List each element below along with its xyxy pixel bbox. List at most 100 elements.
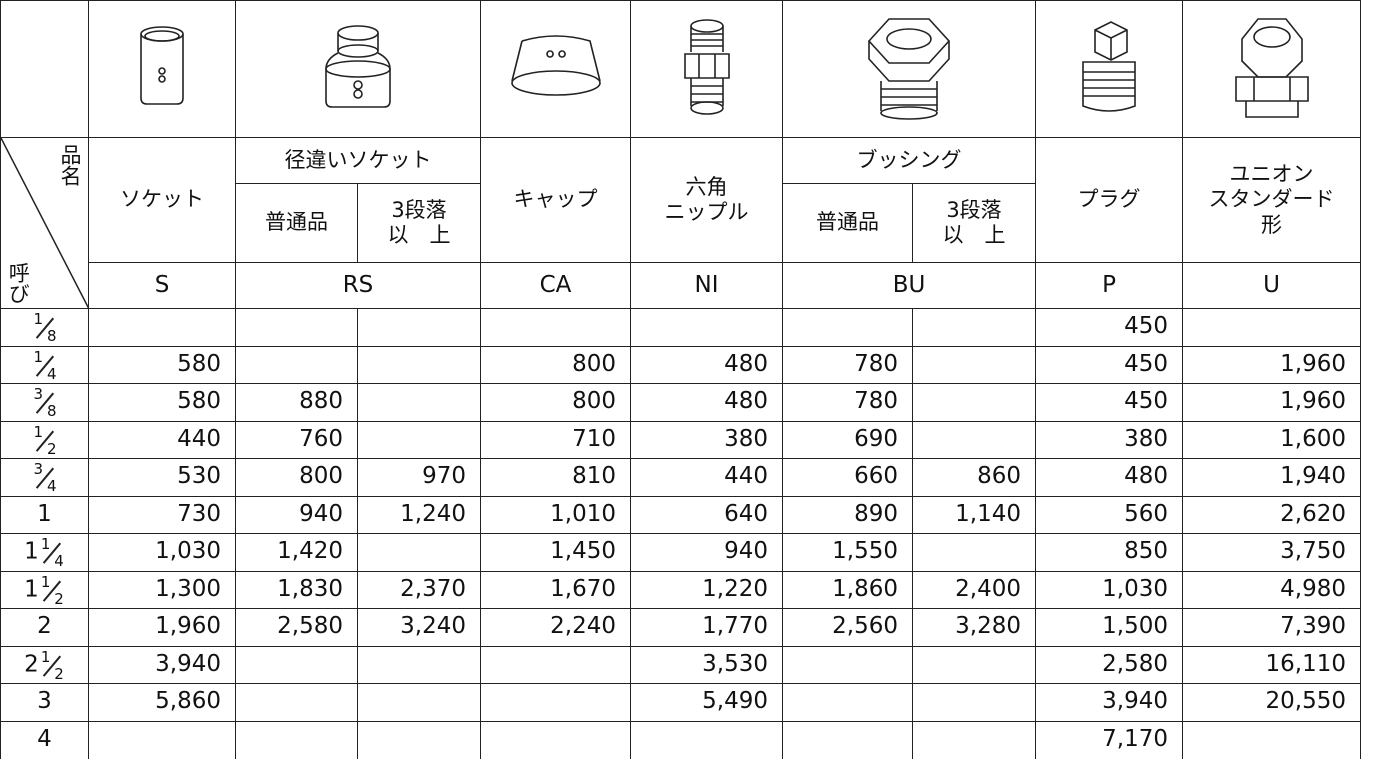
numerator: 1 bbox=[40, 572, 51, 591]
price-cell: 940 bbox=[630, 533, 783, 572]
price-cell: 530 bbox=[88, 458, 236, 497]
data-row: 3 8 580 880 800 480 780 450 1,960 bbox=[0, 383, 1361, 422]
icon-cell bbox=[480, 0, 631, 138]
price-cell: 1,770 bbox=[630, 608, 783, 647]
denominator: 4 bbox=[54, 552, 64, 571]
price-cell: 5,860 bbox=[88, 683, 236, 722]
product-name: プラグ bbox=[1035, 137, 1183, 263]
data-row: 1 1 4 1,030 1,420 1,450 940 1,550 850 3,750 bbox=[0, 533, 1361, 572]
price-cell bbox=[912, 533, 1036, 572]
price-cell: 560 bbox=[1035, 495, 1183, 534]
data-row: 3 4 530 800 970 810 440 660 860 480 1,940 bbox=[0, 458, 1361, 497]
code: U bbox=[1182, 262, 1361, 309]
price-cell: 1,300 bbox=[88, 570, 236, 609]
price-cell bbox=[357, 420, 481, 459]
price-cell bbox=[912, 308, 1036, 347]
price-cell: 3,940 bbox=[88, 645, 236, 684]
price-cell bbox=[357, 345, 481, 384]
price-cell: 890 bbox=[782, 495, 913, 534]
price-cell bbox=[235, 645, 358, 684]
price-cell: 450 bbox=[1035, 383, 1183, 422]
price-cell: 1,860 bbox=[782, 570, 913, 609]
price-cell: 970 bbox=[357, 458, 481, 497]
price-cell bbox=[235, 720, 358, 759]
price-cell bbox=[912, 345, 1036, 384]
denominator: 4 bbox=[46, 364, 57, 383]
price-cell: 860 bbox=[912, 458, 1036, 497]
item-label: 品名 bbox=[58, 144, 82, 186]
line-text: ユニオン bbox=[1229, 162, 1314, 187]
price-cell: 1,550 bbox=[782, 533, 913, 572]
product-name: ソケット bbox=[88, 137, 236, 263]
denominator: 8 bbox=[46, 402, 57, 421]
price-cell bbox=[782, 720, 913, 759]
code: P bbox=[1035, 262, 1183, 309]
price-cell: 380 bbox=[630, 420, 783, 459]
price-cell: 1,940 bbox=[1182, 458, 1361, 497]
icon-cell bbox=[630, 0, 783, 138]
price-cell: 1,450 bbox=[480, 533, 631, 572]
line-text: 六角 bbox=[685, 174, 728, 199]
price-cell bbox=[912, 420, 1036, 459]
size-whole: 1 bbox=[24, 576, 39, 603]
price-cell: 5,490 bbox=[630, 683, 783, 722]
price-cell: 660 bbox=[782, 458, 913, 497]
price-cell: 800 bbox=[480, 383, 631, 422]
size-cell: 4 bbox=[0, 720, 89, 759]
price-cell: 2,370 bbox=[357, 570, 481, 609]
price-cell bbox=[912, 383, 1036, 422]
icon-cell bbox=[1035, 0, 1183, 138]
numerator: 1 bbox=[40, 647, 51, 666]
price-cell bbox=[782, 645, 913, 684]
line-text: 3段落 bbox=[391, 197, 447, 222]
price-cell bbox=[912, 720, 1036, 759]
price-cell: 800 bbox=[235, 458, 358, 497]
icon-cell bbox=[782, 0, 1036, 138]
product-name: 六角 ニップル bbox=[630, 137, 783, 263]
price-cell bbox=[1182, 308, 1361, 347]
size-whole: 2 bbox=[24, 651, 39, 678]
size-cell: 2 bbox=[0, 608, 89, 647]
size-cell: 1 bbox=[0, 495, 89, 534]
price-cell: 480 bbox=[1035, 458, 1183, 497]
price-cell: 640 bbox=[630, 495, 783, 534]
price-cell bbox=[357, 383, 481, 422]
icon-row bbox=[0, 0, 1361, 138]
data-row: 2 1,960 2,580 3,240 2,240 1,770 2,560 3,280 1,50… bbox=[0, 608, 1361, 647]
code: S bbox=[88, 262, 236, 309]
line-text: 3段落 bbox=[946, 197, 1002, 222]
product-name: ユニオン スタンダード形 bbox=[1182, 137, 1361, 263]
line-text: 径違いソケット bbox=[284, 147, 432, 172]
line-text: ニップル bbox=[664, 200, 749, 224]
price-cell bbox=[782, 308, 913, 347]
price-cell: 1,240 bbox=[357, 495, 481, 534]
data-row: 2 1 2 3,940 3,530 2,580 16,110 bbox=[0, 645, 1361, 684]
diagonal bbox=[1, 138, 88, 308]
price-cell: 710 bbox=[480, 420, 631, 459]
price-cell: 3,280 bbox=[912, 608, 1036, 647]
price-cell: 810 bbox=[480, 458, 631, 497]
denominator: 2 bbox=[54, 664, 64, 683]
numerator: 1 bbox=[33, 422, 44, 441]
price-cell: 580 bbox=[88, 383, 236, 422]
line-text: キャップ bbox=[513, 187, 598, 212]
numerator: 1 bbox=[33, 310, 44, 329]
price-cell bbox=[357, 683, 481, 722]
denominator: 2 bbox=[46, 439, 57, 458]
price-cell: 880 bbox=[235, 383, 358, 422]
price-cell: 1,830 bbox=[235, 570, 358, 609]
price-cell: 940 bbox=[235, 495, 358, 534]
price-cell: 1,960 bbox=[1182, 383, 1361, 422]
denominator: 2 bbox=[54, 589, 64, 608]
product-name: 径違いソケット bbox=[235, 137, 481, 184]
sub-name: 普通品 bbox=[782, 183, 913, 263]
data-row: 3 5,860 5,490 3,940 20,550 bbox=[0, 683, 1361, 722]
line-text: スタンダード bbox=[1208, 187, 1335, 212]
price-cell: 1,960 bbox=[88, 608, 236, 647]
